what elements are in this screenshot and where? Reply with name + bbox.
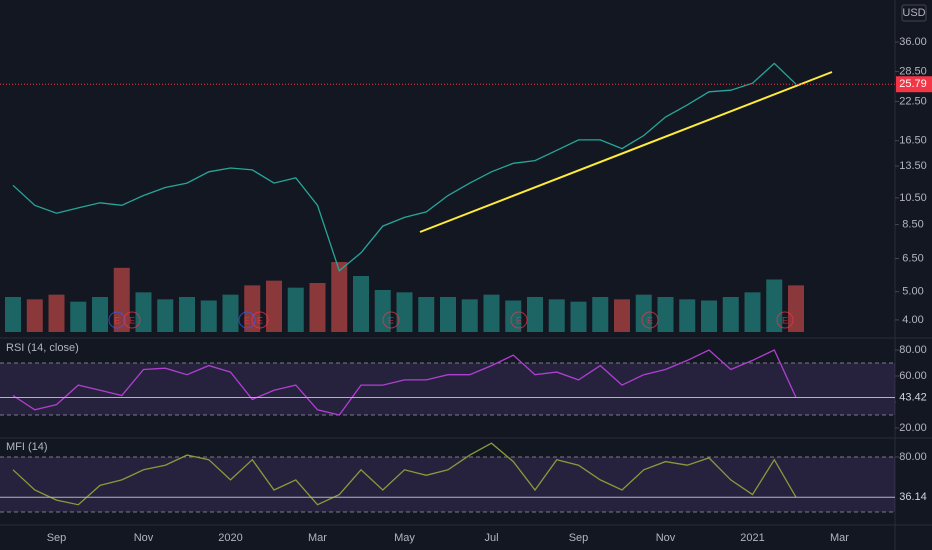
volume-bar xyxy=(570,301,587,332)
volume-bar xyxy=(48,294,65,332)
volume-bar xyxy=(266,280,282,332)
volume-bar xyxy=(614,299,630,332)
event-label: E xyxy=(388,315,394,325)
last-value-label: 43.42 xyxy=(899,391,927,403)
band-fill xyxy=(0,456,895,513)
volume-bar xyxy=(5,297,21,332)
volume-bar xyxy=(200,300,217,332)
y-tick-label: 20.00 xyxy=(899,422,927,434)
x-tick-label: 2020 xyxy=(218,532,242,544)
price-line xyxy=(12,62,797,272)
volume-bar xyxy=(440,297,456,332)
last-value-box xyxy=(896,76,932,93)
rsi-title: RSI (14, close) xyxy=(6,342,79,354)
currency-label: USD xyxy=(902,7,925,19)
y-tick-label: 22.50 xyxy=(899,95,927,107)
x-tick-label: May xyxy=(394,532,415,544)
event-marker xyxy=(510,311,528,329)
volume-bar xyxy=(766,279,783,332)
band-fill xyxy=(0,363,895,415)
event-label: E xyxy=(129,315,135,325)
event-label: E xyxy=(782,315,788,325)
event-label: E xyxy=(516,315,522,325)
y-tick-label: 6.50 xyxy=(902,252,923,264)
event-marker xyxy=(123,311,141,329)
volume-bar xyxy=(657,297,674,332)
event-marker xyxy=(641,311,659,329)
y-tick-label: 80.00 xyxy=(899,344,927,356)
volume-bar xyxy=(92,297,108,332)
volume-bar xyxy=(222,294,239,332)
volume-bar xyxy=(701,300,717,332)
x-tick-label: Nov xyxy=(656,532,676,544)
volume-bar xyxy=(113,267,130,332)
y-tick-label: 28.50 xyxy=(899,65,927,77)
event-marker xyxy=(382,311,400,329)
volume-bar xyxy=(179,297,195,332)
volume-bar xyxy=(483,294,500,332)
volume-bar xyxy=(309,283,326,332)
volume-bar xyxy=(592,297,609,332)
last-value-label: 36.14 xyxy=(899,491,927,503)
volume-bar xyxy=(527,297,543,332)
volume-bar xyxy=(548,299,565,332)
y-tick-label: 36.00 xyxy=(899,36,927,48)
x-tick-label: Mar xyxy=(830,532,849,544)
x-tick-label: Sep xyxy=(47,532,67,544)
last-value-label: 25.79 xyxy=(899,78,927,90)
y-tick-label: 80.00 xyxy=(899,451,927,463)
event-label: E xyxy=(257,315,263,325)
volume-bar xyxy=(722,297,739,332)
volume-bar xyxy=(505,300,522,332)
event-label: E xyxy=(114,315,120,325)
y-tick-label: 16.50 xyxy=(899,135,927,147)
y-tick-label: 60.00 xyxy=(899,370,927,382)
trendline[interactable] xyxy=(419,71,833,233)
rsi-line xyxy=(12,349,797,416)
y-tick-label: 4.00 xyxy=(902,314,923,326)
volume-bar xyxy=(461,299,478,332)
event-marker xyxy=(238,311,256,329)
currency-box[interactable] xyxy=(901,4,927,22)
volume-bar xyxy=(679,299,696,332)
volume-bar xyxy=(331,262,348,332)
volume-bar xyxy=(244,285,261,332)
volume-bar xyxy=(287,287,304,332)
volume-bar xyxy=(157,299,174,332)
last-value-box xyxy=(896,489,932,506)
mfi-title: MFI (14) xyxy=(6,441,48,453)
x-tick-label: Sep xyxy=(569,532,589,544)
volume-bar xyxy=(396,292,413,332)
event-label: E xyxy=(647,315,653,325)
volume-bar xyxy=(418,297,435,332)
event-marker xyxy=(251,311,269,329)
last-value-box xyxy=(896,389,932,406)
volume-bar xyxy=(374,290,391,332)
event-marker xyxy=(776,311,794,329)
volume-bar xyxy=(744,292,761,332)
x-tick-label: 2021 xyxy=(740,532,764,544)
y-tick-label: 10.50 xyxy=(899,192,927,204)
x-tick-label: Jul xyxy=(484,532,498,544)
volume-bar xyxy=(788,285,804,332)
volume-bar xyxy=(353,276,369,332)
x-tick-label: Mar xyxy=(308,532,327,544)
y-tick-label: 5.00 xyxy=(902,286,923,298)
y-tick-label: 13.50 xyxy=(899,160,927,172)
event-label: E xyxy=(244,315,250,325)
event-marker xyxy=(108,311,126,329)
volume-bar xyxy=(26,299,43,332)
x-tick-label: Nov xyxy=(134,532,154,544)
mfi-line xyxy=(12,442,797,506)
volume-bar xyxy=(70,301,87,332)
volume-bar xyxy=(635,294,652,332)
y-tick-label: 8.50 xyxy=(902,218,923,230)
